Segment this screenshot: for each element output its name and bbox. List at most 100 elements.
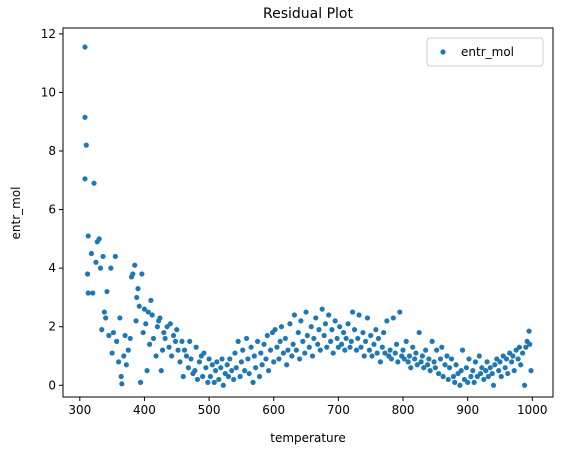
point: [302, 350, 308, 356]
point: [492, 362, 498, 368]
point: [258, 350, 264, 356]
point: [238, 359, 245, 365]
point: [174, 327, 180, 333]
point: [282, 335, 288, 342]
point: [175, 347, 181, 353]
point: [412, 356, 418, 362]
point: [212, 368, 219, 374]
point: [453, 362, 459, 368]
point: [468, 373, 474, 380]
point: [351, 327, 358, 333]
point: [109, 350, 115, 356]
point: [472, 359, 479, 365]
point: [161, 329, 167, 336]
point: [458, 368, 464, 374]
point: [374, 350, 380, 356]
point: [135, 286, 141, 292]
point: [101, 309, 107, 315]
point: [382, 350, 388, 356]
point: [342, 347, 348, 353]
point: [498, 373, 504, 380]
point: [306, 344, 312, 350]
x-tick-label: 800: [392, 403, 415, 417]
point: [408, 365, 414, 371]
point: [188, 356, 194, 362]
point: [450, 373, 457, 380]
point: [497, 359, 503, 365]
point: [353, 347, 360, 353]
point: [136, 303, 142, 309]
point: [328, 338, 334, 344]
point: [371, 341, 377, 347]
point: [406, 353, 413, 359]
point: [457, 382, 463, 388]
point: [207, 373, 213, 380]
point: [527, 341, 533, 347]
point: [277, 338, 283, 344]
x-tick-label: 600: [262, 403, 285, 417]
point: [426, 356, 432, 362]
y-tick-label: 6: [48, 203, 56, 217]
point: [358, 344, 364, 350]
y-tick-label: 12: [41, 27, 56, 41]
point: [108, 265, 114, 271]
point: [82, 114, 88, 120]
point: [201, 350, 207, 356]
point: [265, 368, 272, 374]
point: [321, 332, 327, 339]
point: [364, 315, 371, 321]
point: [485, 373, 491, 380]
point: [348, 338, 354, 344]
point: [251, 353, 257, 359]
point: [248, 344, 254, 350]
point: [243, 335, 250, 342]
point: [434, 347, 440, 353]
point: [261, 341, 267, 347]
x-tick-label: 900: [456, 403, 479, 417]
point: [291, 312, 298, 318]
point: [88, 250, 95, 257]
point: [83, 142, 89, 148]
point: [481, 376, 487, 383]
point: [511, 368, 517, 374]
point: [303, 309, 309, 315]
point: [296, 356, 303, 362]
point: [298, 318, 304, 324]
point: [259, 362, 265, 368]
point: [134, 294, 140, 301]
point: [289, 353, 295, 359]
point: [489, 370, 495, 377]
point: [220, 382, 226, 388]
y-tick-label: 0: [48, 378, 56, 392]
point: [284, 362, 290, 368]
legend-label: entr_mol: [461, 45, 514, 59]
point: [209, 362, 215, 368]
point: [410, 344, 416, 350]
point: [216, 376, 222, 383]
point: [350, 309, 356, 315]
point: [144, 368, 150, 374]
y-tick-label: 2: [48, 320, 56, 334]
point: [125, 347, 131, 353]
point: [405, 359, 411, 365]
point: [393, 341, 400, 347]
point: [390, 315, 396, 321]
point: [423, 347, 429, 353]
point: [324, 344, 330, 350]
point: [219, 356, 225, 362]
point: [476, 353, 482, 359]
point: [520, 350, 526, 356]
point: [466, 356, 472, 362]
point: [153, 353, 159, 359]
point: [245, 356, 251, 362]
point: [429, 338, 435, 344]
point: [148, 297, 154, 303]
point: [274, 344, 280, 350]
point: [187, 338, 193, 344]
point: [272, 327, 278, 333]
point: [332, 318, 338, 324]
point: [484, 359, 490, 365]
point: [496, 368, 502, 374]
point: [403, 338, 409, 344]
